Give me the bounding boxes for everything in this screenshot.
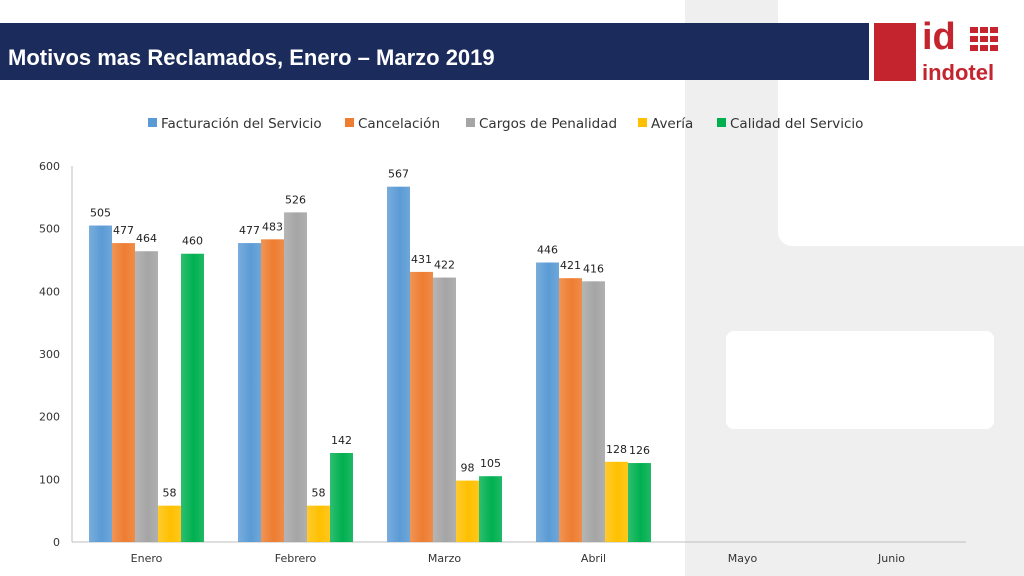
legend-swatch: [466, 118, 475, 127]
bar: [238, 243, 261, 542]
x-tick-label: Mayo: [728, 552, 758, 565]
bar: [330, 453, 353, 542]
bar: [628, 463, 651, 542]
data-label: 98: [461, 462, 475, 475]
data-label: 126: [629, 444, 650, 457]
legend-item: Facturación del Servicio: [148, 116, 322, 132]
bar: [410, 271, 433, 542]
bar: [479, 476, 502, 542]
bar: [261, 239, 284, 542]
logo-red-block: [874, 23, 916, 81]
legend-swatch: [638, 118, 647, 127]
data-label: 58: [312, 487, 326, 500]
data-label: 460: [182, 235, 203, 248]
y-tick-label: 400: [39, 285, 60, 298]
bar: [135, 251, 158, 542]
slide-title: Motivos mas Reclamados, Enero – Marzo 20…: [8, 45, 495, 70]
data-label: 464: [136, 232, 157, 245]
data-label: 142: [331, 434, 352, 447]
data-label: 446: [537, 244, 558, 257]
y-tick-label: 0: [53, 536, 60, 549]
legend-item: Avería: [638, 116, 693, 132]
y-tick-label: 100: [39, 473, 60, 486]
legend-item: Cancelación: [345, 116, 440, 132]
legend-label: Cargos de Penalidad: [479, 116, 618, 132]
logo-name-text: indotel: [922, 60, 995, 85]
bar: [559, 278, 582, 542]
data-label: 416: [583, 262, 604, 275]
data-label: 477: [113, 224, 134, 237]
data-label: 567: [388, 168, 409, 181]
bar: [456, 480, 479, 542]
data-label: 431: [411, 253, 432, 266]
x-tick-label: Marzo: [428, 552, 462, 565]
bar: [307, 505, 330, 542]
legend-swatch: [148, 118, 157, 127]
legend-label: Avería: [651, 116, 694, 132]
legend-label: Calidad del Servicio: [730, 116, 864, 132]
bar: [181, 253, 204, 542]
x-tick-label: Enero: [131, 552, 163, 565]
background-card: [726, 331, 994, 429]
data-label: 526: [285, 193, 306, 206]
legend-swatch: [345, 118, 354, 127]
x-tick-label: Febrero: [275, 552, 317, 565]
data-label: 105: [480, 457, 501, 470]
logo-id-text: id: [922, 16, 956, 58]
x-tick-label: Junio: [877, 552, 905, 565]
y-tick-label: 300: [39, 348, 60, 361]
indotel-logo: id indotel: [874, 16, 1004, 85]
title-bar: [0, 23, 869, 80]
bar: [433, 277, 456, 542]
y-tick-label: 200: [39, 411, 60, 424]
data-label: 477: [239, 224, 260, 237]
bar: [284, 212, 307, 542]
bar: [605, 461, 628, 542]
bar: [387, 186, 410, 542]
legend-swatch: [717, 118, 726, 127]
bar: [89, 225, 112, 543]
data-label: 58: [163, 487, 177, 500]
data-label: 422: [434, 259, 455, 272]
bar: [582, 281, 605, 542]
chart-legend: Facturación del Servicio Cancelación Car…: [0, 116, 1024, 136]
bar: [112, 243, 135, 542]
bar: [536, 262, 559, 542]
data-label: 128: [606, 443, 627, 456]
legend-item: Calidad del Servicio: [717, 116, 863, 132]
data-label: 483: [262, 220, 283, 233]
data-label: 421: [560, 259, 581, 272]
legend-item: Cargos de Penalidad: [466, 116, 617, 132]
legend-label: Cancelación: [358, 116, 440, 132]
data-label: 505: [90, 207, 111, 220]
legend-label: Facturación del Servicio: [161, 116, 322, 132]
x-tick-label: Abril: [581, 552, 606, 565]
y-tick-label: 600: [39, 160, 60, 173]
bar: [158, 505, 181, 542]
y-tick-label: 500: [39, 223, 60, 236]
